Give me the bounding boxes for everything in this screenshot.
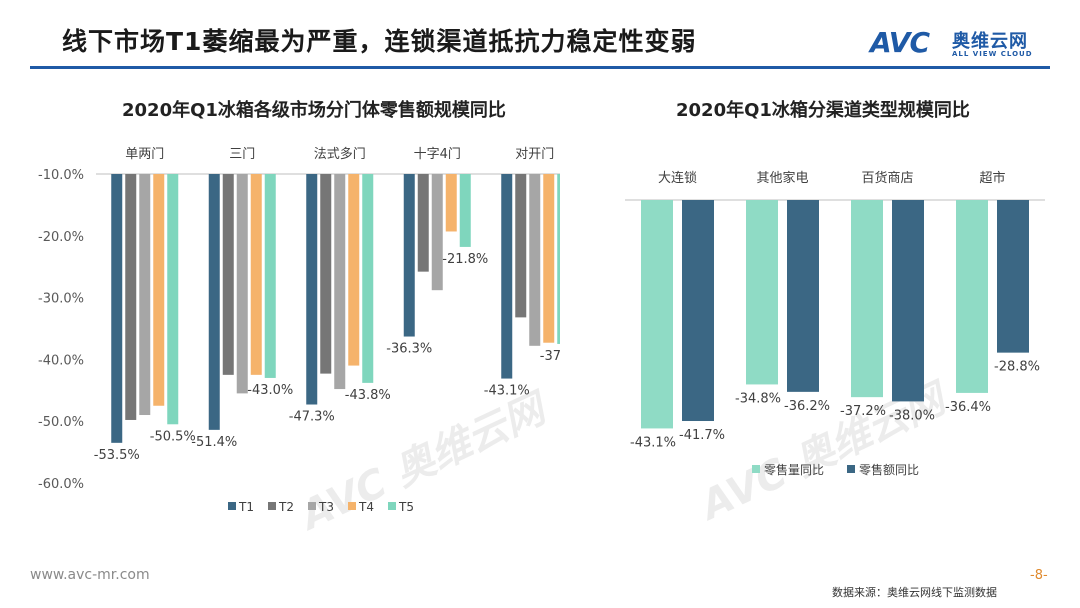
chart2-bar-value xyxy=(997,200,1029,353)
chart2-legend-swatch xyxy=(752,465,760,473)
chart1-bar-t2 xyxy=(515,174,527,318)
page-number: -8- xyxy=(1030,568,1048,583)
chart2-data-label: -36.2% xyxy=(784,399,830,414)
chart1-bar-t2 xyxy=(222,174,234,375)
chart1-data-label: -53.5% xyxy=(94,448,140,463)
chart2-bar-volume xyxy=(956,200,988,393)
chart1-category-label: 法式多门 xyxy=(314,146,366,162)
avc-logo: AVC 奥维云网 ALL VIEW CLOUD xyxy=(870,24,1050,62)
chart2-data-label: -41.7% xyxy=(679,428,725,443)
chart1-bar-t1 xyxy=(403,174,415,337)
chart1-bar-t5 xyxy=(167,174,179,425)
chart1-bar-t3 xyxy=(139,174,151,416)
chart2-data-label: -43.1% xyxy=(630,435,676,450)
chart1-bar-t4 xyxy=(348,174,360,366)
logo-chinese-name: 奥维云网 xyxy=(952,31,1028,52)
chart1-y-tick: -10.0% xyxy=(38,168,84,183)
chart1-bar-t5 xyxy=(557,174,560,344)
chart2-data-label: -36.4% xyxy=(945,400,991,415)
chart1-bar-t5 xyxy=(264,174,276,378)
chart1-bar-t1 xyxy=(501,174,513,379)
chart1-bar-t3 xyxy=(529,174,541,346)
chart2-category-label: 其他家电 xyxy=(756,170,808,186)
chart2-title: 2020年Q1冰箱分渠道类型规模同比 xyxy=(676,100,970,121)
chart1-bar-t2 xyxy=(320,174,332,374)
chart1-legend-swatch xyxy=(228,502,236,510)
logo-mark: AVC xyxy=(870,26,930,59)
chart1-legend-label: T1 xyxy=(238,500,254,514)
chart1-legend-swatch xyxy=(268,502,276,510)
chart1-data-label: -43.0% xyxy=(247,383,293,398)
chart2-data-label: -37.2% xyxy=(840,404,886,419)
chart2-category-label: 百货商店 xyxy=(861,170,913,186)
chart1-legend-label: T2 xyxy=(278,500,294,514)
chart1-bar-t1 xyxy=(306,174,318,405)
chart2-bar-value xyxy=(787,200,819,392)
chart2-legend-label: 零售额同比 xyxy=(859,462,919,477)
chart1-bar-t1 xyxy=(208,174,220,430)
chart1-category-label: 单两门 xyxy=(125,147,164,162)
header-divider xyxy=(30,66,1050,69)
chart1-legend-swatch xyxy=(348,502,356,510)
chart2: 大连锁 -43.1% -41.7% 其他家电 -34.8% -36.2% 百货商店 -37.2… xyxy=(625,170,1045,477)
chart1-bar-t5 xyxy=(459,174,471,247)
chart1-data-label: -43.8% xyxy=(345,388,391,403)
chart1: -10.0% -20.0% -30.0% -40.0% -50.0% -60.0% 单两门 三… xyxy=(38,146,560,514)
page-title: 线下市场T1萎缩最为严重，连锁渠道抵抗力稳定性变弱 xyxy=(62,27,697,56)
chart1-bar-t4 xyxy=(445,174,457,232)
chart2-data-label: -38.0% xyxy=(889,408,935,423)
chart1-bar-t4 xyxy=(153,174,165,406)
chart1-category-label: 三门 xyxy=(229,147,255,162)
chart1-category-label: 对开门 xyxy=(515,147,554,162)
chart1-y-tick: -20.0% xyxy=(38,230,84,245)
logo-english-name: ALL VIEW CLOUD xyxy=(952,50,1033,58)
chart1-bar-t2 xyxy=(125,174,137,420)
footer-url: www.avc-mr.com xyxy=(30,567,150,583)
chart1-legend-label: T3 xyxy=(318,500,334,514)
chart1-bar-t1 xyxy=(111,174,123,443)
chart1-data-label: -47.3% xyxy=(289,410,335,425)
chart1-data-label: -37.5% xyxy=(540,349,560,364)
chart1-y-tick: -40.0% xyxy=(38,353,84,368)
chart1-bar-t5 xyxy=(362,174,374,383)
chart2-data-label: -34.8% xyxy=(735,391,781,406)
chart1-bar-t4 xyxy=(543,174,555,343)
chart1-data-label: -43.1% xyxy=(484,384,530,399)
chart2-legend-label: 零售量同比 xyxy=(764,462,824,477)
chart2-category-label: 超市 xyxy=(979,170,1005,186)
chart1-legend-swatch xyxy=(308,502,316,510)
chart2-bar-volume xyxy=(851,200,883,398)
chart2-bar-value xyxy=(682,200,714,422)
chart1-legend-label: T5 xyxy=(398,500,414,514)
chart1-category-label: 十字4门 xyxy=(414,147,461,162)
data-source: 数据来源：奥维云网线下监测数据 xyxy=(832,586,997,599)
chart1-bar-t2 xyxy=(417,174,429,272)
chart1-bar-t4 xyxy=(250,174,262,375)
chart2-category-label: 大连锁 xyxy=(658,170,697,186)
chart1-bar-t3 xyxy=(431,174,443,291)
chart2-bar-volume xyxy=(746,200,778,385)
chart1-data-label: -51.4% xyxy=(191,435,237,450)
chart1-title: 2020年Q1冰箱各级市场分门体零售额规模同比 xyxy=(122,100,506,121)
chart1-legend-label: T4 xyxy=(358,500,374,514)
chart2-data-label: -28.8% xyxy=(994,360,1040,375)
chart2-legend-swatch xyxy=(847,465,855,473)
chart1-bar-t3 xyxy=(334,174,346,390)
chart1-data-label: -50.5% xyxy=(150,429,196,444)
chart2-bar-volume xyxy=(641,200,673,429)
chart1-y-tick: -60.0% xyxy=(38,477,84,492)
chart2-bar-value xyxy=(892,200,924,402)
chart1-data-label: -36.3% xyxy=(386,342,432,357)
chart1-y-tick: -30.0% xyxy=(38,292,84,307)
chart1-legend-swatch xyxy=(388,502,396,510)
chart1-bar-t3 xyxy=(236,174,248,394)
chart1-y-tick: -50.0% xyxy=(38,415,84,430)
chart1-data-label: -21.8% xyxy=(442,252,488,267)
